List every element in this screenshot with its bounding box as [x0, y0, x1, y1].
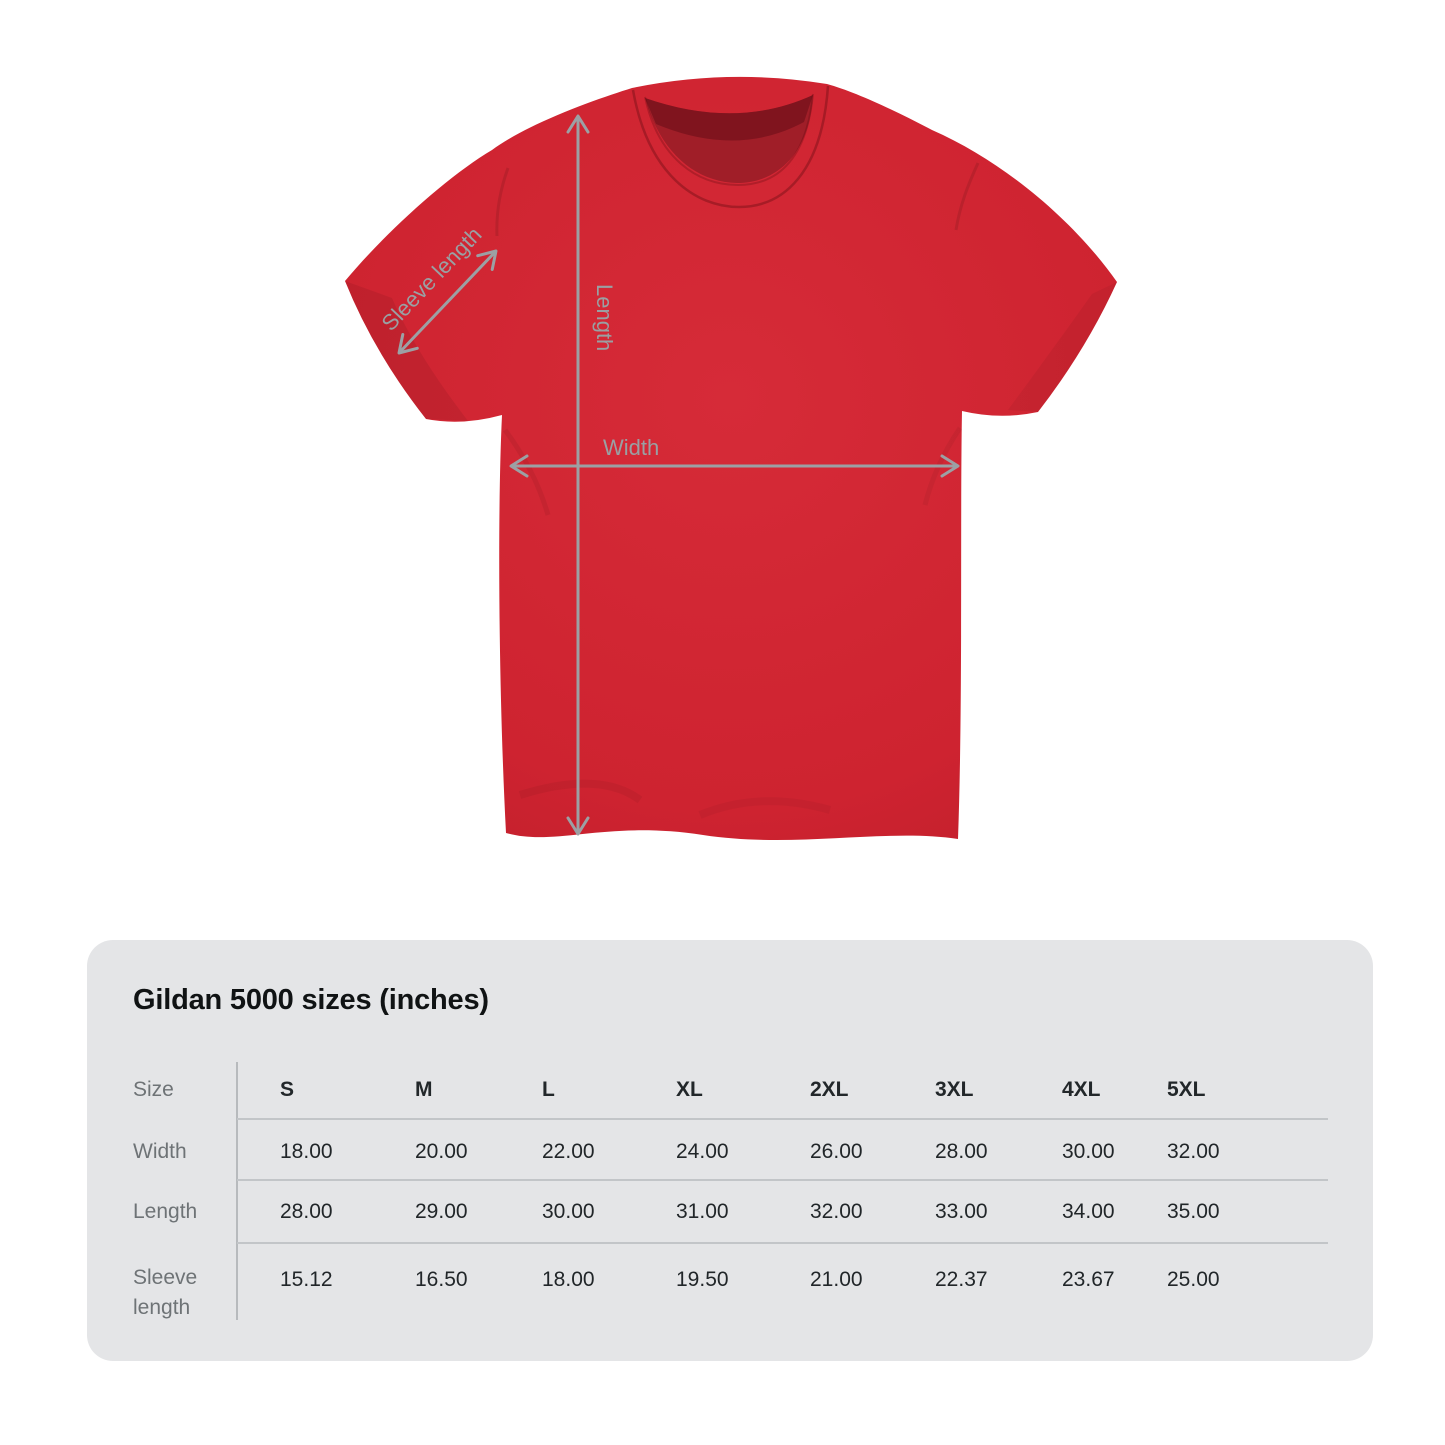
length-value: 32.00 — [810, 1200, 863, 1223]
sleeve-value: 16.50 — [415, 1268, 468, 1291]
length-value: 33.00 — [935, 1200, 988, 1223]
row-label-width: Width — [133, 1140, 187, 1163]
row-label-length: Length — [133, 1200, 198, 1223]
length-value: 31.00 — [676, 1200, 729, 1223]
sleeve-length-arrow — [397, 249, 498, 355]
sleeve-value: 22.37 — [935, 1268, 988, 1291]
width-value: 20.00 — [415, 1140, 468, 1163]
size-header-l: L — [542, 1078, 555, 1101]
size-header-2xl: 2XL — [810, 1078, 849, 1101]
size-table-card: Gildan 5000 sizes (inches) Size S M L XL… — [87, 940, 1373, 1361]
row-label-sleeve-length: Sleeve length — [133, 1266, 198, 1319]
size-header-3xl: 3XL — [935, 1078, 974, 1101]
table-rule — [237, 1118, 1328, 1120]
table-rule — [237, 1242, 1328, 1244]
sleeve-value: 18.00 — [542, 1268, 595, 1291]
sleeve-value: 25.00 — [1167, 1268, 1220, 1291]
size-header-5xl: 5XL — [1167, 1078, 1206, 1101]
length-value: 35.00 — [1167, 1200, 1220, 1223]
width-value: 26.00 — [810, 1140, 863, 1163]
width-value: 24.00 — [676, 1140, 729, 1163]
length-value: 28.00 — [280, 1200, 333, 1223]
length-value: 30.00 — [542, 1200, 595, 1223]
width-value: 30.00 — [1062, 1140, 1115, 1163]
table-vertical-divider — [236, 1062, 238, 1320]
collar — [631, 85, 830, 209]
tshirt-shape — [345, 76, 1117, 841]
length-label: Length — [592, 284, 617, 351]
table-corner-label: Size — [133, 1078, 174, 1101]
width-value: 32.00 — [1167, 1140, 1220, 1163]
sleeve-value: 19.50 — [676, 1268, 729, 1291]
size-header-m: M — [415, 1078, 433, 1101]
table-title: Gildan 5000 sizes (inches) — [133, 984, 489, 1016]
tshirt-illustration: Sleeve length Length Width — [345, 76, 1117, 841]
width-value: 28.00 — [935, 1140, 988, 1163]
table-rule — [237, 1179, 1328, 1181]
width-value: 22.00 — [542, 1140, 595, 1163]
tshirt-measurement-diagram: Sleeve length Length Width — [345, 76, 1117, 841]
sleeve-value: 21.00 — [810, 1268, 863, 1291]
size-header-4xl: 4XL — [1062, 1078, 1101, 1101]
length-value: 34.00 — [1062, 1200, 1115, 1223]
width-value: 18.00 — [280, 1140, 333, 1163]
size-header-xl: XL — [676, 1078, 703, 1101]
sleeve-value: 15.12 — [280, 1268, 333, 1291]
size-header-s: S — [280, 1078, 295, 1101]
width-label: Width — [603, 435, 659, 460]
sleeve-value: 23.67 — [1062, 1268, 1115, 1291]
length-value: 29.00 — [415, 1200, 468, 1223]
